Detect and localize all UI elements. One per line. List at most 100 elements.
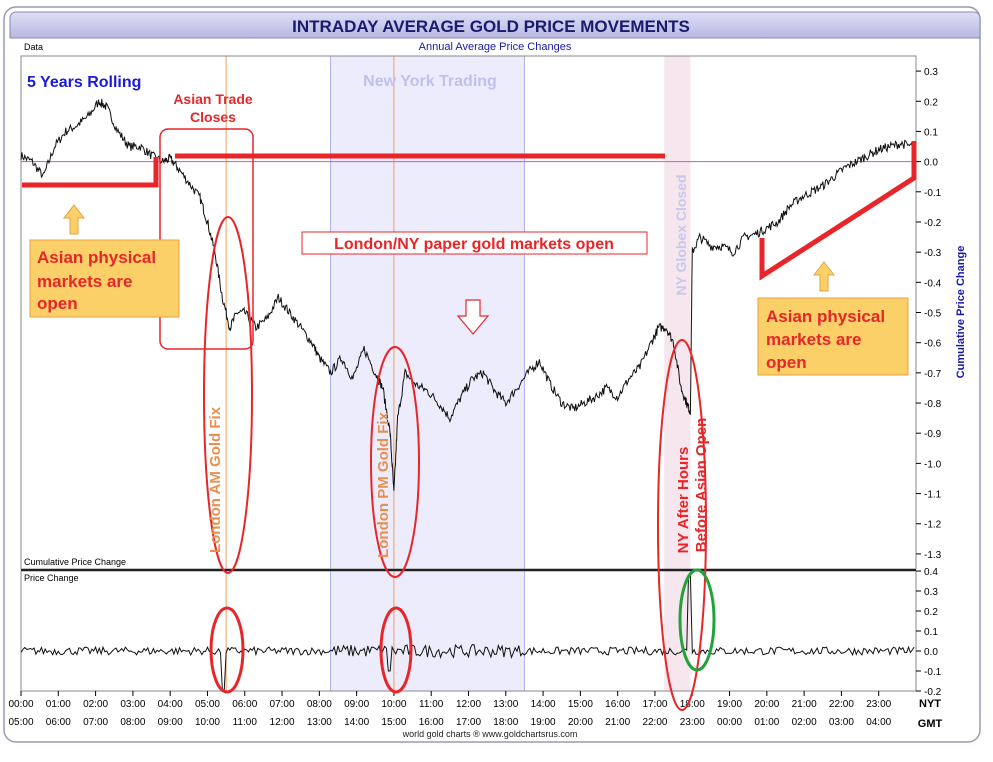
- x-tick-label-gmt: 11:00: [233, 717, 258, 728]
- lower-y-tick-label: 0.3: [924, 587, 938, 598]
- y-tick-label: -0.9: [924, 429, 942, 440]
- am-fix-label: London AM Gold Fix: [207, 406, 224, 553]
- x-ticks: 00:00 05:00 01:00 06:00 02:00 07:00 03:00 08:00…: [8, 691, 892, 728]
- x-tick-label-gmt: 12:00: [270, 717, 295, 728]
- x-tick-label-gmt: 14:00: [344, 717, 369, 728]
- x-tick-label-gmt: 23:00: [680, 717, 705, 728]
- x-tick-label-gmt: 13:00: [307, 717, 332, 728]
- x-tick-label-gmt: 21:00: [605, 717, 630, 728]
- x-tick-label-nyt: 12:00: [456, 699, 481, 710]
- x-tick-label-nyt: 18:00: [680, 699, 705, 710]
- x-tick-label-gmt: 20:00: [568, 717, 593, 728]
- asian-left-line1: Asian physical: [37, 248, 156, 267]
- asian-left-line3: open: [37, 294, 78, 313]
- down-arrow-icon: [456, 299, 490, 335]
- x-tick-label-nyt: 14:00: [531, 699, 556, 710]
- ny-trading-band: [330, 56, 525, 691]
- chart-title: INTRADAY AVERAGE GOLD PRICE MOVEMENTS: [292, 17, 690, 36]
- y-tick-label: 0.1: [924, 127, 938, 138]
- red-left-bracket: [22, 157, 159, 188]
- lower-corner-label: Price Change: [24, 573, 79, 583]
- x-tick-label-gmt: 09:00: [158, 717, 183, 728]
- y-axis-label: Cumulative Price Change: [955, 246, 967, 379]
- after-hours-label-line2: Before Asian Open: [693, 418, 710, 552]
- x-tick-label-nyt: 17:00: [642, 699, 667, 710]
- up-arrow-right-icon: [812, 261, 836, 292]
- am-fix-small-ellipse: [209, 606, 245, 694]
- x-tick-label-nyt: 06:00: [232, 699, 257, 710]
- y-tick-label: -0.1: [924, 188, 942, 199]
- x-tick-label-nyt: 07:00: [270, 699, 295, 710]
- x-tick-label-gmt: 05:00: [8, 717, 33, 728]
- y-tick-label: -1.3: [924, 550, 942, 561]
- timezone-gmt: GMT: [918, 718, 943, 730]
- x-tick-label-nyt: 08:00: [307, 699, 332, 710]
- x-tick-label-gmt: 10:00: [195, 717, 220, 728]
- x-tick-label-gmt: 19:00: [531, 717, 556, 728]
- y-tick-label: -0.3: [924, 248, 942, 259]
- upper-y-ticks: 0.3 0.2 0.1 0.0 -0.1 -0.2 -0.3 -0.4 -0.5 -0.6 -0.7…: [916, 67, 942, 561]
- y-tick-label: -0.4: [924, 278, 942, 289]
- x-tick-label-gmt: 22:00: [642, 717, 667, 728]
- after-hours-ellipse: [657, 339, 707, 711]
- lower-y-tick-label: 0.2: [924, 607, 938, 618]
- asian-trade-closes-line1: Asian Trade: [173, 91, 253, 107]
- x-tick-label-gmt: 16:00: [419, 717, 444, 728]
- pm-fix-small-ellipse: [379, 606, 413, 694]
- x-tick-label-nyt: 15:00: [568, 699, 593, 710]
- up-arrow-left-icon: [62, 204, 86, 235]
- x-tick-label-gmt: 18:00: [493, 717, 518, 728]
- y-tick-label: -0.5: [924, 309, 942, 320]
- asian-right-box: [757, 297, 909, 376]
- x-tick-label-nyt: 23:00: [866, 699, 891, 710]
- new-york-trading-label: New York Trading: [363, 73, 497, 90]
- x-tick-label-gmt: 04:00: [866, 717, 891, 728]
- x-tick-label-nyt: 20:00: [754, 699, 779, 710]
- x-tick-label-nyt: 10:00: [381, 699, 406, 710]
- lower-y-tick-label: 0.4: [924, 567, 938, 578]
- x-tick-label-gmt: 08:00: [120, 717, 145, 728]
- series-line-price-change: [20, 574, 915, 692]
- asian-trade-closes-line2: Closes: [190, 109, 236, 125]
- five-years-label: 5 Years Rolling: [27, 74, 141, 91]
- x-tick-label-gmt: 06:00: [46, 717, 71, 728]
- y-tick-label: -0.7: [924, 369, 942, 380]
- data-label: Data: [24, 42, 43, 52]
- x-tick-label-nyt: 09:00: [344, 699, 369, 710]
- asian-right-line2: markets are: [766, 330, 861, 349]
- pm-fix-label: London PM Gold Fix: [375, 411, 392, 557]
- title-bar: [9, 11, 981, 39]
- y-tick-label: 0.3: [924, 67, 938, 78]
- lower-y-tick-label: -0.1: [924, 667, 942, 678]
- x-tick-label-nyt: 04:00: [158, 699, 183, 710]
- pm-fix-ellipse: [370, 346, 420, 578]
- lower-y-tick-label: 0.1: [924, 627, 938, 638]
- series-line-cumulative: [20, 98, 913, 491]
- upper-corner-label: Cumulative Price Change: [24, 557, 126, 567]
- asian-left-box: [29, 239, 180, 318]
- x-tick-label-gmt: 01:00: [754, 717, 779, 728]
- y-tick-label: 0.0: [924, 158, 938, 169]
- lower-y-ticks: 0.4 0.3 0.2 0.1 0.0 -0.1 -0.2: [916, 567, 942, 698]
- x-tick-label-nyt: 21:00: [792, 699, 817, 710]
- am-fix-ellipse: [203, 216, 253, 574]
- paper-markets-label: London/NY paper gold markets open: [334, 236, 614, 253]
- x-tick-label-nyt: 03:00: [120, 699, 145, 710]
- timezone-nyt: NYT: [919, 698, 941, 710]
- x-tick-label-nyt: 13:00: [493, 699, 518, 710]
- x-tick-label-gmt: 17:00: [456, 717, 481, 728]
- asian-right-line3: open: [766, 353, 807, 372]
- globex-closed-label: NY Globex Closed: [673, 174, 689, 295]
- lower-y-tick-label: 0.0: [924, 647, 938, 658]
- x-tick-label-gmt: 03:00: [829, 717, 854, 728]
- x-tick-label-gmt: 02:00: [792, 717, 817, 728]
- y-tick-label: -1.2: [924, 520, 942, 531]
- x-tick-label-gmt: 15:00: [381, 717, 406, 728]
- x-tick-label-nyt: 00:00: [8, 699, 33, 710]
- y-tick-label: -0.2: [924, 218, 942, 229]
- x-tick-label-gmt: 00:00: [717, 717, 742, 728]
- chart-subtitle: Annual Average Price Changes: [419, 41, 572, 53]
- x-tick-label-nyt: 02:00: [83, 699, 108, 710]
- after-hours-label-line1: NY After Hours: [675, 447, 692, 554]
